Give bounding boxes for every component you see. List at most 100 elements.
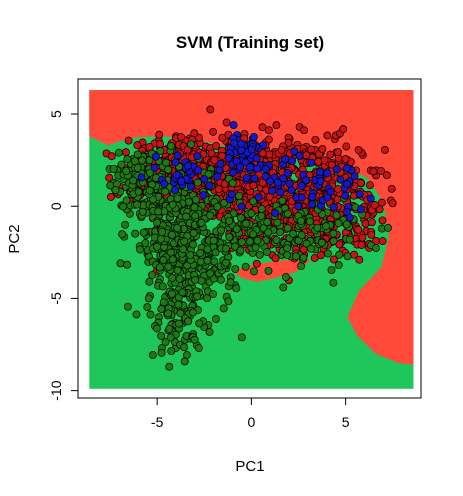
data-point bbox=[221, 244, 230, 253]
data-point bbox=[332, 165, 341, 174]
data-point bbox=[105, 173, 114, 182]
data-point bbox=[210, 156, 219, 165]
data-point bbox=[272, 236, 281, 244]
data-point bbox=[136, 245, 145, 254]
data-point bbox=[236, 213, 245, 222]
data-point bbox=[176, 309, 185, 318]
data-point bbox=[380, 145, 389, 154]
data-point bbox=[186, 251, 195, 260]
data-point bbox=[377, 198, 386, 207]
data-point bbox=[237, 238, 246, 247]
data-point bbox=[203, 256, 212, 265]
data-point bbox=[133, 163, 142, 172]
data-point bbox=[145, 277, 154, 286]
data-point bbox=[378, 216, 387, 225]
data-point bbox=[323, 193, 332, 202]
data-point bbox=[224, 297, 233, 306]
data-point bbox=[249, 132, 258, 141]
data-point bbox=[197, 218, 206, 227]
data-point bbox=[165, 362, 174, 371]
data-point bbox=[336, 175, 345, 184]
data-point bbox=[345, 235, 354, 244]
data-point bbox=[299, 253, 308, 262]
data-point bbox=[343, 164, 351, 172]
data-point bbox=[332, 211, 341, 220]
data-point bbox=[356, 179, 365, 187]
data-point bbox=[168, 255, 177, 264]
data-point bbox=[279, 174, 288, 183]
data-point bbox=[130, 157, 139, 166]
data-point bbox=[242, 219, 251, 228]
data-point bbox=[174, 319, 183, 328]
data-point bbox=[289, 229, 297, 238]
data-point bbox=[237, 202, 246, 211]
data-point bbox=[271, 209, 280, 218]
data-point bbox=[318, 145, 327, 154]
data-point bbox=[292, 252, 300, 261]
data-point bbox=[111, 186, 120, 195]
data-point bbox=[160, 179, 169, 188]
data-point bbox=[168, 200, 177, 209]
data-point bbox=[261, 165, 270, 173]
data-point bbox=[145, 186, 154, 195]
data-point bbox=[200, 175, 209, 184]
data-point bbox=[257, 205, 266, 213]
data-point bbox=[155, 130, 164, 139]
data-point bbox=[316, 177, 325, 186]
data-point bbox=[218, 151, 227, 160]
data-point bbox=[124, 136, 133, 145]
data-point bbox=[164, 262, 173, 271]
data-point bbox=[250, 174, 259, 183]
data-point bbox=[214, 185, 223, 194]
data-point bbox=[300, 126, 308, 135]
data-point bbox=[149, 195, 157, 204]
data-point bbox=[173, 151, 182, 160]
data-point bbox=[249, 197, 258, 206]
data-point bbox=[388, 199, 397, 208]
data-point bbox=[134, 187, 143, 196]
data-point bbox=[146, 310, 155, 319]
data-point bbox=[158, 227, 166, 236]
data-point bbox=[358, 233, 367, 242]
data-point bbox=[190, 335, 199, 344]
data-point bbox=[329, 203, 338, 212]
data-point bbox=[357, 240, 366, 249]
data-point bbox=[164, 165, 173, 174]
data-point bbox=[153, 242, 161, 251]
data-point bbox=[187, 140, 196, 149]
data-point bbox=[387, 184, 396, 193]
data-point bbox=[145, 168, 154, 177]
data-point bbox=[116, 259, 125, 268]
data-point bbox=[203, 245, 212, 254]
data-point bbox=[297, 231, 306, 240]
data-point bbox=[334, 219, 343, 228]
data-point bbox=[372, 244, 380, 252]
data-point bbox=[290, 147, 299, 156]
data-point bbox=[341, 191, 350, 200]
data-point bbox=[159, 298, 168, 307]
data-point bbox=[329, 278, 338, 287]
data-point bbox=[165, 324, 174, 333]
data-point bbox=[246, 163, 255, 172]
data-point bbox=[302, 151, 311, 160]
data-point bbox=[283, 209, 292, 218]
data-point bbox=[145, 156, 154, 165]
data-point bbox=[283, 244, 292, 253]
data-point bbox=[148, 351, 157, 359]
x-tick-label: -5 bbox=[151, 414, 164, 430]
data-point bbox=[217, 275, 225, 284]
data-point bbox=[288, 157, 297, 166]
data-point bbox=[196, 257, 205, 266]
data-point bbox=[137, 173, 146, 182]
data-point bbox=[263, 248, 271, 257]
data-point bbox=[264, 266, 273, 275]
data-point bbox=[141, 239, 150, 247]
data-point bbox=[157, 348, 166, 357]
data-point bbox=[133, 141, 142, 150]
data-point bbox=[253, 164, 262, 173]
data-point bbox=[183, 261, 192, 270]
data-point bbox=[276, 228, 285, 237]
data-point bbox=[342, 142, 351, 151]
data-point bbox=[329, 255, 338, 264]
